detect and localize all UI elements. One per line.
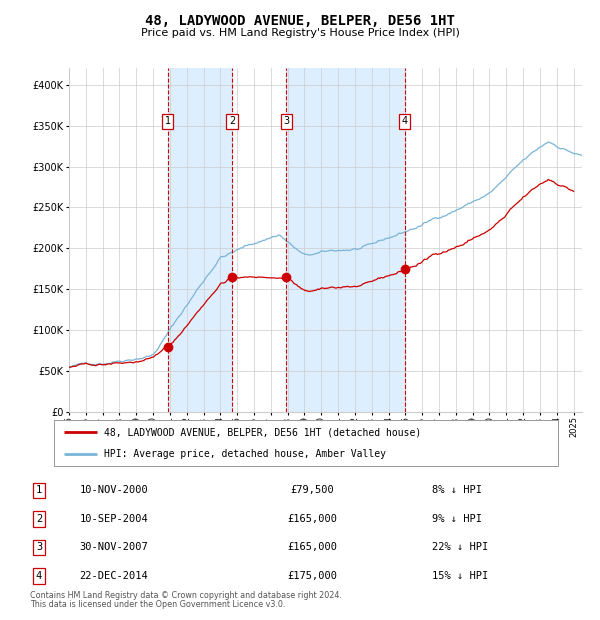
Text: 10-NOV-2000: 10-NOV-2000 bbox=[80, 485, 148, 495]
Text: £175,000: £175,000 bbox=[287, 571, 337, 581]
Text: 1: 1 bbox=[164, 117, 170, 126]
Text: 22-DEC-2014: 22-DEC-2014 bbox=[80, 571, 148, 581]
Text: 48, LADYWOOD AVENUE, BELPER, DE56 1HT (detached house): 48, LADYWOOD AVENUE, BELPER, DE56 1HT (d… bbox=[104, 427, 422, 437]
Text: 15% ↓ HPI: 15% ↓ HPI bbox=[432, 571, 488, 581]
Bar bbox=[167, 68, 232, 412]
Text: 48, LADYWOOD AVENUE, BELPER, DE56 1HT: 48, LADYWOOD AVENUE, BELPER, DE56 1HT bbox=[145, 14, 455, 28]
Text: Price paid vs. HM Land Registry's House Price Index (HPI): Price paid vs. HM Land Registry's House … bbox=[140, 28, 460, 38]
Text: HPI: Average price, detached house, Amber Valley: HPI: Average price, detached house, Ambe… bbox=[104, 449, 386, 459]
Text: 3: 3 bbox=[283, 117, 289, 126]
Text: 9% ↓ HPI: 9% ↓ HPI bbox=[432, 514, 482, 524]
Text: 22% ↓ HPI: 22% ↓ HPI bbox=[432, 542, 488, 552]
Text: 10-SEP-2004: 10-SEP-2004 bbox=[80, 514, 148, 524]
Text: £165,000: £165,000 bbox=[287, 514, 337, 524]
Bar bbox=[286, 68, 405, 412]
Text: 4: 4 bbox=[402, 117, 408, 126]
Text: £165,000: £165,000 bbox=[287, 542, 337, 552]
Text: 4: 4 bbox=[36, 571, 42, 581]
Text: 3: 3 bbox=[36, 542, 42, 552]
Text: 2: 2 bbox=[229, 117, 235, 126]
Text: 2: 2 bbox=[36, 514, 42, 524]
Text: 30-NOV-2007: 30-NOV-2007 bbox=[80, 542, 148, 552]
Text: £79,500: £79,500 bbox=[290, 485, 334, 495]
Text: 1: 1 bbox=[36, 485, 42, 495]
Text: This data is licensed under the Open Government Licence v3.0.: This data is licensed under the Open Gov… bbox=[30, 600, 286, 609]
Text: 8% ↓ HPI: 8% ↓ HPI bbox=[432, 485, 482, 495]
Text: Contains HM Land Registry data © Crown copyright and database right 2024.: Contains HM Land Registry data © Crown c… bbox=[30, 590, 342, 600]
